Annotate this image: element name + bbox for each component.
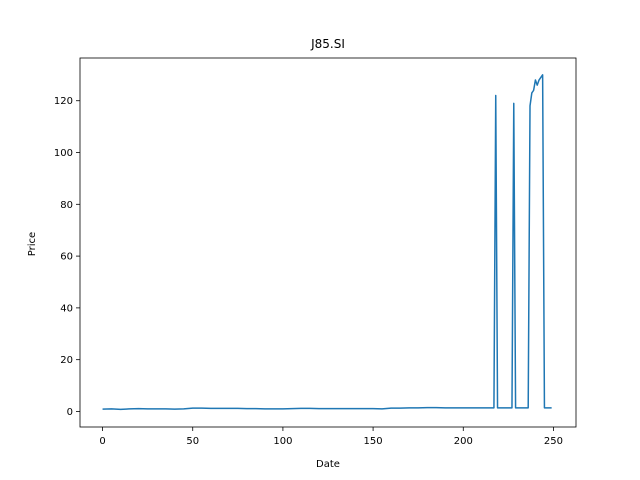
x-axis: 0 50 100 150 200 250 bbox=[99, 427, 563, 447]
y-tick-label: 80 bbox=[60, 200, 73, 211]
x-tick-label: 150 bbox=[364, 436, 383, 447]
y-tick-label: 20 bbox=[60, 355, 73, 366]
x-tick-label: 0 bbox=[99, 436, 105, 447]
x-axis-label: Date bbox=[316, 459, 340, 470]
y-tick-label: 100 bbox=[54, 148, 73, 159]
chart-title: J85.SI bbox=[310, 37, 345, 51]
price-series-line bbox=[102, 74, 552, 411]
y-tick-label: 0 bbox=[67, 407, 73, 418]
plot-frame bbox=[79, 57, 577, 428]
x-tick-label: 50 bbox=[186, 436, 199, 447]
x-tick-label: 100 bbox=[273, 436, 292, 447]
y-tick-label: 60 bbox=[60, 252, 73, 263]
y-axis-label: Price bbox=[27, 232, 38, 256]
x-tick-label: 250 bbox=[544, 436, 563, 447]
x-tick-label: 200 bbox=[454, 436, 473, 447]
y-tick-label: 120 bbox=[54, 96, 73, 107]
y-tick-label: 40 bbox=[60, 303, 73, 314]
y-axis: 0 20 40 60 80 100 120 bbox=[54, 96, 80, 418]
